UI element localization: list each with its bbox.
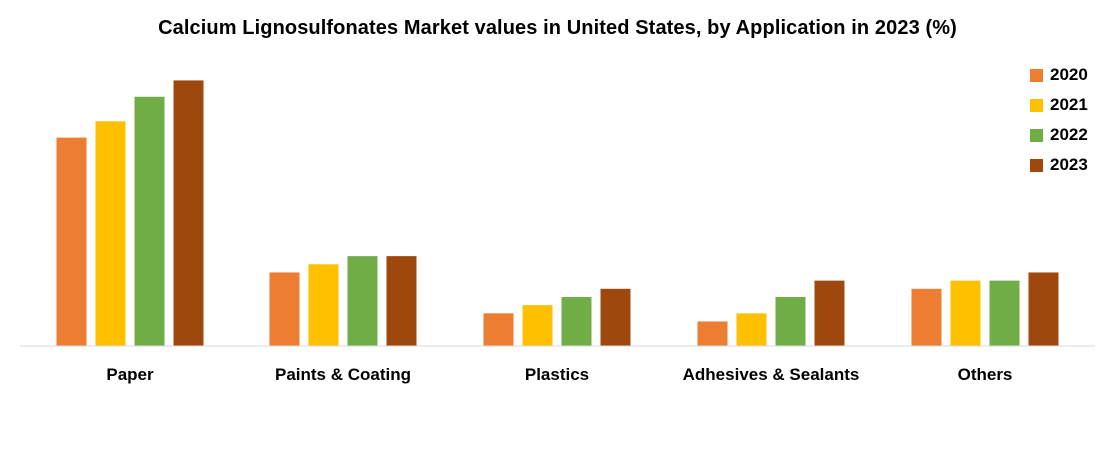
bar-2020-paper (56, 137, 87, 346)
legend-label: 2021 (1050, 95, 1088, 114)
bar-2021-plastics (522, 305, 553, 346)
bar-2023-plastics (600, 288, 631, 346)
legend-swatch (1030, 158, 1043, 172)
bar-2023-paper (173, 80, 204, 346)
legend-swatch (1030, 98, 1043, 112)
bars-group (56, 80, 1059, 347)
bar-2022-paper (134, 96, 165, 347)
bar-2022-paints-coating (347, 256, 378, 346)
legend-item-2022: 2022 (1030, 120, 1088, 150)
bar-2020-others (911, 288, 942, 346)
legend-item-2020: 2020 (1030, 60, 1088, 90)
category-labels: Paper Paints & Coating Plastics Adhesives &… (106, 365, 1012, 384)
bar-2023-adhesives-sealants (814, 280, 845, 346)
legend: 2020 2021 2022 2023 (1030, 60, 1088, 180)
bar-2021-paper (95, 121, 126, 347)
category-label: Plastics (525, 365, 589, 384)
bar-2020-paints-coating (269, 272, 300, 346)
chart-title: Calcium Lignosulfonates Market values in… (158, 17, 957, 39)
bar-2021-adhesives-sealants (736, 313, 767, 346)
bar-2023-others (1028, 272, 1059, 346)
bar-2020-plastics (483, 313, 514, 346)
category-label: Paper (106, 365, 154, 384)
category-label: Adhesives & Sealants (683, 365, 860, 384)
legend-item-2023: 2023 (1030, 150, 1088, 180)
bar-2023-paints-coating (386, 256, 417, 346)
legend-swatch (1030, 68, 1043, 82)
legend-item-2021: 2021 (1030, 90, 1088, 120)
category-label: Paints & Coating (275, 365, 411, 384)
bar-2022-plastics (561, 296, 592, 346)
legend-label: 2023 (1050, 155, 1088, 174)
bar-2022-others (989, 280, 1020, 346)
legend-swatch (1030, 128, 1043, 142)
legend-label: 2022 (1050, 125, 1088, 144)
bar-2021-paints-coating (308, 264, 339, 346)
bar-2021-others (950, 280, 981, 346)
bar-2020-adhesives-sealants (697, 321, 728, 346)
category-label: Others (958, 365, 1013, 384)
bar-2022-adhesives-sealants (775, 296, 806, 346)
legend-label: 2020 (1050, 65, 1088, 84)
